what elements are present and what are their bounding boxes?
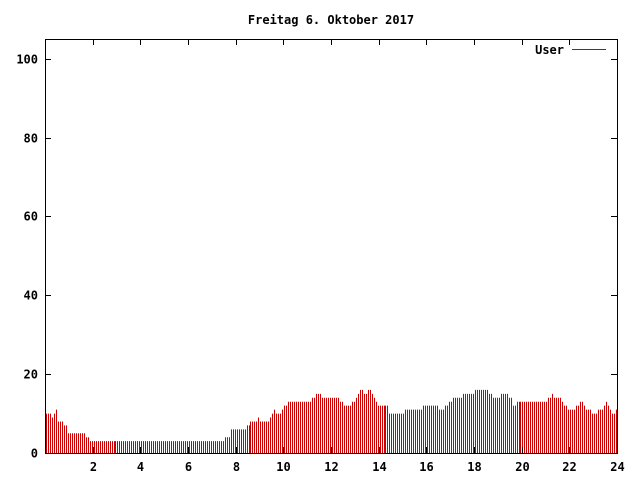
x-tick-label: 24 (610, 460, 624, 474)
legend: User (535, 43, 606, 57)
y-tick-label: 0 (31, 447, 38, 461)
x-tick-label: 2 (90, 460, 97, 474)
x-tick-label: 12 (324, 460, 338, 474)
plot-frame (45, 39, 618, 454)
y-tick-label: 100 (16, 53, 38, 67)
x-tick-label: 20 (515, 460, 529, 474)
x-tick-label: 22 (562, 460, 576, 474)
x-tick-label: 6 (185, 460, 192, 474)
legend-label: User (535, 43, 564, 57)
x-tick-label: 16 (419, 460, 433, 474)
chart-title: Freitag 6. Oktober 2017 (248, 13, 414, 27)
x-tick-label: 14 (372, 460, 386, 474)
y-tick-label: 80 (24, 132, 38, 146)
y-tick-label: 20 (24, 368, 38, 382)
y-tick-label: 60 (24, 210, 38, 224)
y-tick-label: 40 (24, 289, 38, 303)
bars (46, 389, 617, 453)
x-tick-label: 18 (467, 460, 481, 474)
x-tick-label: 10 (276, 460, 290, 474)
x-tick-label: 4 (137, 460, 144, 474)
x-tick-label: 8 (233, 460, 240, 474)
